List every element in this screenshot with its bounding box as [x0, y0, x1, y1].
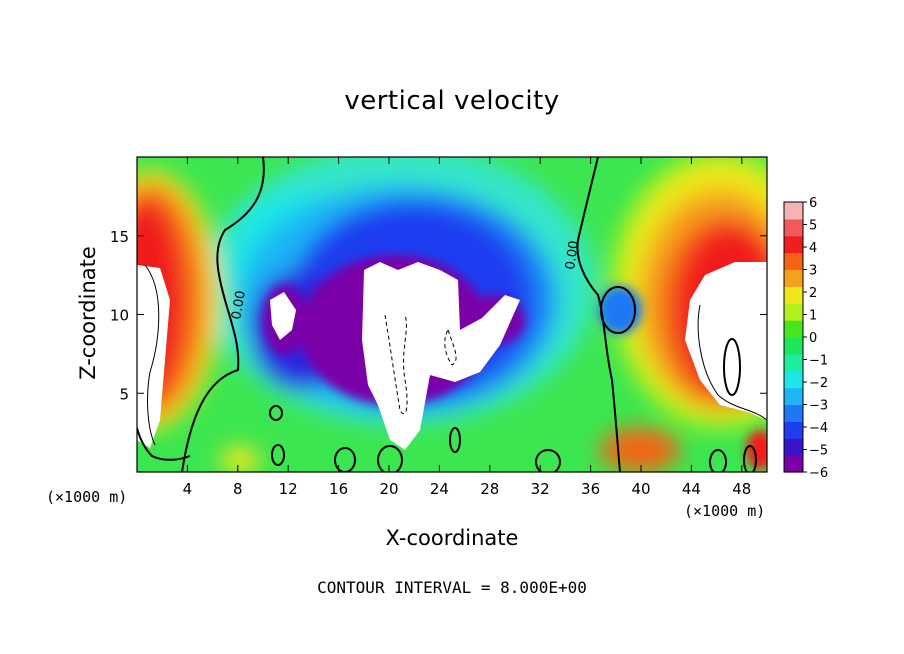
y-axis-label: Z-coordinate [76, 246, 100, 380]
chart-title: vertical velocity [344, 86, 560, 116]
x-tick-label: 24 [430, 480, 449, 498]
colorbar-segment [784, 303, 803, 321]
x-tick-label: 8 [233, 480, 243, 498]
x-tick-label: 16 [329, 480, 348, 498]
contour-lines [137, 157, 767, 472]
x-tick-label: 44 [682, 480, 701, 498]
contour-interval-note: CONTOUR INTERVAL = 8.000E+00 [317, 578, 587, 597]
contour-label: 0.00 [563, 240, 582, 271]
x-axis-label: X-coordinate [385, 526, 519, 550]
colorbar-tick-label: −1 [809, 354, 828, 369]
colorbar-segment [784, 455, 803, 473]
colorbar-segment [784, 286, 803, 304]
colorbar-tick-label: 5 [809, 219, 817, 234]
colorbar-tick-label: −3 [809, 399, 828, 414]
x-tick-label: 20 [379, 480, 398, 498]
x-tick-label: 48 [732, 480, 751, 498]
colorbar-segment [784, 370, 803, 389]
x-tick-label: 36 [581, 480, 600, 498]
colorbar-tick-label: 4 [809, 241, 817, 256]
colorbar-segment [784, 269, 803, 287]
colorbar-segment [784, 421, 803, 439]
y-tick-label: 10 [110, 307, 129, 325]
colorbar: 6 5 4 3 2 1 0 −1 −2 −3 −4 −5 −6 [783, 196, 828, 481]
colorbar-tick-label: −4 [809, 421, 828, 436]
x-axis-unit: (×1000 m) [684, 502, 766, 520]
x-tick-label: 12 [279, 480, 298, 498]
colorbar-segment [784, 438, 803, 456]
x-tick-label: 32 [531, 480, 550, 498]
colorbar-segment [784, 252, 803, 271]
x-tick-label: 40 [631, 480, 650, 498]
y-tick-label: 15 [110, 228, 129, 246]
colorbar-tick-label: 1 [809, 309, 817, 324]
y-axis: 5 10 15 [110, 228, 767, 403]
colorbar-tick-label: −6 [809, 466, 828, 481]
colorbar-segment [784, 353, 803, 372]
x-axis: 4 8 12 16 20 24 28 32 36 40 44 48 [183, 157, 751, 498]
x-tick-label: 4 [183, 480, 193, 498]
colorbar-tick-label: 3 [809, 264, 817, 279]
y-tick-label: 5 [119, 385, 129, 403]
colorbar-segment [784, 202, 803, 220]
x-tick-label: 28 [480, 480, 499, 498]
contour-label: 0.00 [229, 290, 249, 321]
colorbar-tick-label: −2 [809, 376, 828, 391]
colorbar-segment [784, 218, 803, 237]
y-axis-unit: (×1000 m) [46, 488, 128, 506]
colorbar-tick-label: 0 [809, 331, 817, 346]
colorbar-segment [784, 337, 803, 355]
colorbar-tick-label: 6 [809, 196, 817, 211]
colorbar-segment [784, 235, 803, 254]
velocity-field [137, 157, 767, 472]
colorbar-segment [784, 320, 803, 338]
colorbar-segment [784, 387, 803, 406]
colorbar-segment [784, 404, 803, 422]
colorbar-tick-label: 2 [809, 286, 817, 301]
colorbar-tick-label: −5 [809, 444, 828, 459]
